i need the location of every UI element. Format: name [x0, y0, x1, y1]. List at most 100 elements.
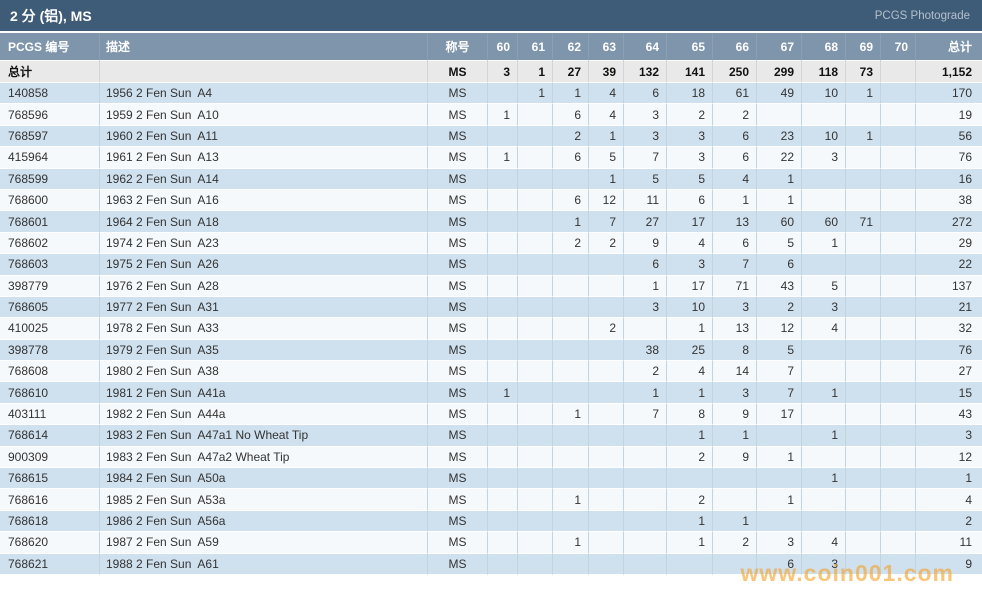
pcgs-id-cell[interactable]: 398778: [0, 339, 100, 362]
description-cell: 1984 2 Fen Sun A50a: [100, 468, 428, 490]
grade-cell-69: [846, 382, 881, 404]
pcgs-id-cell[interactable]: 768601: [0, 211, 100, 233]
grade-cell-61: [518, 361, 553, 383]
grade-cell-67: 60: [757, 211, 802, 233]
grade-cell-61: [518, 254, 553, 276]
designation-cell: MS: [428, 211, 488, 233]
grade-cell-68: [802, 339, 846, 362]
grade-cell-69: [846, 168, 881, 190]
total-cell: 43: [916, 403, 982, 426]
grade-cell-63: [589, 275, 624, 297]
grade-cell-65: 8: [667, 403, 713, 426]
table-row: 768605 1977 2 Fen Sun A31 MS 3 10 3 2 3 21: [0, 296, 982, 319]
grade-cell-67: [757, 510, 802, 533]
grade-cell-65: 1: [667, 318, 713, 340]
grade-cell-65: 4: [667, 361, 713, 383]
description-cell: 1979 2 Fen Sun A35: [100, 339, 428, 362]
pcgs-id-cell[interactable]: 768620: [0, 532, 100, 554]
pcgs-id-cell[interactable]: 410025: [0, 318, 100, 340]
pcgs-id-cell[interactable]: 768597: [0, 125, 100, 148]
pcgs-id-cell[interactable]: 415964: [0, 147, 100, 169]
pcgs-id-cell[interactable]: 768599: [0, 168, 100, 190]
grade-cell-61: [518, 168, 553, 190]
pcgs-id-cell[interactable]: 768610: [0, 382, 100, 404]
grade-cell-64: 3: [624, 104, 667, 126]
grade-cell-60: [488, 275, 518, 297]
grade-cell-61: 1: [518, 61, 553, 83]
grade-cell-69: [846, 361, 881, 383]
grade-cell-68: 3: [802, 147, 846, 169]
grade-cell-60: [488, 232, 518, 255]
grade-cell-65: [667, 553, 713, 575]
pcgs-id-cell[interactable]: 768608: [0, 361, 100, 383]
grade-cell-69: 73: [846, 61, 881, 83]
grade-cell-67: 1: [757, 189, 802, 212]
grade-cell-65: 1: [667, 425, 713, 447]
designation-cell: MS: [428, 510, 488, 533]
grade-cell-63: [589, 425, 624, 447]
pcgs-id-cell[interactable]: 768600: [0, 189, 100, 212]
grade-cell-68: [802, 104, 846, 126]
grade-cell-64: 6: [624, 254, 667, 276]
table-row: 415964 1961 2 Fen Sun A13 MS 1 6 5 7 3 6 22 3 76: [0, 147, 982, 169]
grade-cell-66: 71: [713, 275, 757, 297]
total-cell: 16: [916, 168, 982, 190]
grade-cell-68: 4: [802, 318, 846, 340]
grade-cell-63: 4: [589, 83, 624, 105]
grade-cell-60: [488, 489, 518, 511]
pcgs-id-cell[interactable]: 900309: [0, 446, 100, 469]
designation-cell: MS: [428, 61, 488, 83]
column-header-grade-69: 69: [846, 33, 881, 61]
grade-cell-66: [713, 489, 757, 511]
pcgs-id-cell[interactable]: 140858: [0, 83, 100, 105]
grade-cell-67: 2: [757, 296, 802, 319]
grade-cell-69: [846, 318, 881, 340]
grade-cell-63: 12: [589, 189, 624, 212]
column-header-grade-64: 64: [624, 33, 667, 61]
grade-cell-65: 3: [667, 125, 713, 148]
pcgs-id-cell[interactable]: 768605: [0, 296, 100, 319]
column-header-grade-60: 60: [488, 33, 518, 61]
pcgs-id-cell[interactable]: 768596: [0, 104, 100, 126]
photograde-link[interactable]: PCGS Photograde: [874, 9, 970, 22]
grade-cell-68: [802, 254, 846, 276]
grade-cell-70: [881, 425, 916, 447]
grade-cell-70: [881, 468, 916, 490]
grade-cell-64: 2: [624, 361, 667, 383]
grade-cell-62: 1: [553, 211, 589, 233]
grade-cell-63: [589, 553, 624, 575]
grade-cell-63: [589, 361, 624, 383]
grade-cell-70: [881, 446, 916, 469]
pcgs-id-cell[interactable]: 768602: [0, 232, 100, 255]
pcgs-id-cell[interactable]: 768616: [0, 489, 100, 511]
pcgs-id-cell[interactable]: 768621: [0, 553, 100, 575]
designation-cell: MS: [428, 275, 488, 297]
grade-cell-69: [846, 275, 881, 297]
grade-cell-62: 1: [553, 83, 589, 105]
grade-cell-62: 1: [553, 489, 589, 511]
grade-cell-60: [488, 446, 518, 469]
pcgs-id-cell[interactable]: 768603: [0, 254, 100, 276]
grade-cell-66: 6: [713, 232, 757, 255]
designation-cell: MS: [428, 232, 488, 255]
pcgs-id-cell[interactable]: 768618: [0, 510, 100, 533]
pcgs-id-cell[interactable]: 768615: [0, 468, 100, 490]
description-cell: 1974 2 Fen Sun A23: [100, 232, 428, 255]
grade-cell-60: [488, 361, 518, 383]
grade-cell-65: 3: [667, 147, 713, 169]
grade-cell-65: 1: [667, 532, 713, 554]
grade-cell-63: [589, 254, 624, 276]
grade-cell-67: 43: [757, 275, 802, 297]
pcgs-id-cell[interactable]: 768614: [0, 425, 100, 447]
designation-cell: MS: [428, 468, 488, 490]
grade-cell-69: 1: [846, 83, 881, 105]
table-row: 768614 1983 2 Fen Sun A47a1 No Wheat Tip M…: [0, 425, 982, 447]
column-header-grade-66: 66: [713, 33, 757, 61]
table-row: 768601 1964 2 Fen Sun A18 MS 1 7 27 17 13 60 60 71…: [0, 211, 982, 233]
description-cell: 1960 2 Fen Sun A11: [100, 125, 428, 148]
pcgs-id-cell[interactable]: 398779: [0, 275, 100, 297]
header-row: PCGS 编号 描述 称号 60 61 62 63 64 65 66 67 68…: [0, 33, 982, 61]
pcgs-id-cell[interactable]: 403111: [0, 403, 100, 426]
total-cell: 4: [916, 489, 982, 511]
grade-cell-61: [518, 403, 553, 426]
